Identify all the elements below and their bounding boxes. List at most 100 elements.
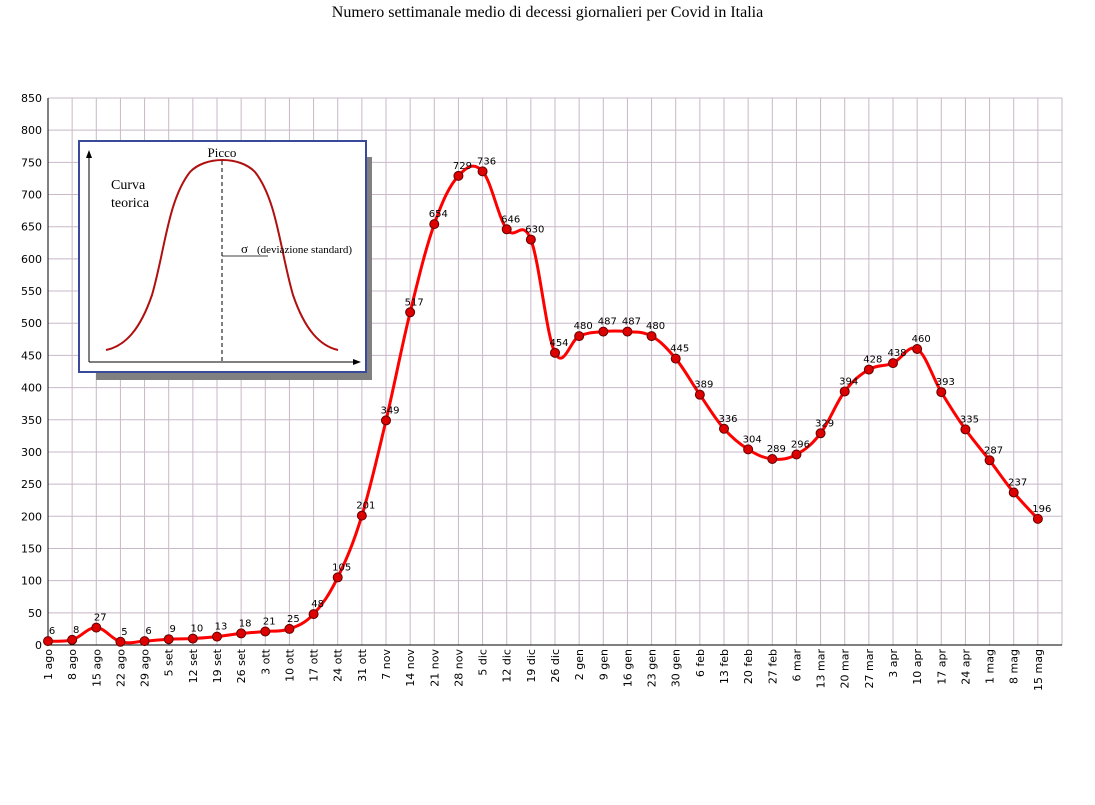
data-label: 9: [170, 624, 176, 635]
y-tick-label: 50: [28, 607, 42, 620]
data-point: [622, 326, 633, 337]
data-label: 6: [145, 626, 151, 637]
data-labels: 6 8 27 5 6 9 10 13 18 21 25 48 105 201 349 517 654 729 736…: [49, 156, 1052, 637]
x-tick-label: 10 ott: [283, 648, 296, 682]
data-label: 48: [311, 599, 324, 610]
x-tick-label: 7 nov: [380, 649, 393, 680]
data-point: [1032, 513, 1043, 524]
data-point: [139, 636, 150, 647]
data-point: [163, 634, 174, 645]
inset-gaussian-curve: [105, 159, 339, 351]
data-point: [694, 389, 705, 400]
y-tick-label: 650: [21, 221, 42, 234]
data-label: 6: [49, 626, 55, 637]
data-label: 445: [670, 344, 689, 355]
data-label: 10: [190, 624, 203, 635]
data-point: [115, 636, 126, 647]
inset-theoretical-curve: Picco Curva teorica σ (deviazione standa…: [78, 140, 372, 380]
x-tick-label: 15 mag: [1032, 649, 1045, 691]
data-label: 480: [646, 321, 665, 332]
inset-x-arrow: [353, 359, 361, 365]
y-tick-label: 350: [21, 414, 42, 427]
x-tick-label: 27 feb: [766, 649, 779, 684]
y-tick-labels: 0 50 100 150 200 250 300 350 400 450 500 550 600 650 7…: [21, 92, 42, 652]
data-point: [888, 358, 898, 369]
data-point: [236, 628, 247, 639]
y-tick-label: 500: [21, 317, 42, 330]
y-tick-label: 400: [21, 382, 42, 395]
data-point: [670, 353, 681, 364]
data-label: 27: [94, 613, 107, 624]
data-point: [960, 424, 971, 435]
data-label: 287: [984, 445, 1003, 456]
x-tick-label: 3 ott: [259, 648, 272, 675]
data-point: [43, 636, 53, 647]
x-tick-label: 6 mar: [790, 649, 803, 682]
data-point: [525, 234, 536, 245]
data-label: 480: [574, 321, 593, 332]
data-point: [815, 428, 826, 439]
x-tick-label: 17 apr: [935, 649, 948, 685]
x-tick-label: 3 apr: [887, 649, 900, 678]
y-tick-label: 150: [21, 542, 42, 555]
data-point: [912, 343, 923, 354]
y-tick-label: 850: [21, 92, 42, 105]
y-tick-label: 750: [21, 156, 42, 169]
data-label: 289: [767, 444, 786, 455]
x-tick-label: 5 set: [163, 648, 176, 676]
x-tick-label: 29 ago: [139, 649, 152, 687]
data-label: 8: [73, 625, 79, 636]
x-tick-label: 14 nov: [404, 649, 417, 687]
x-tick-label: 21 nov: [428, 649, 441, 687]
data-point: [187, 633, 198, 644]
data-point: [984, 455, 995, 466]
data-label: 487: [622, 317, 641, 328]
data-label: 335: [960, 414, 979, 425]
x-tick-label: 1 ago: [42, 649, 55, 680]
data-label: 237: [1008, 477, 1027, 488]
inset-curve-label-line1: Curva: [111, 178, 146, 193]
x-tick-label: 26 set: [235, 648, 248, 683]
data-point: [598, 326, 609, 337]
data-point: [767, 454, 778, 465]
data-point: [405, 307, 416, 318]
x-tick-label: 19 set: [211, 648, 224, 683]
data-point: [91, 622, 102, 633]
data-label: 454: [549, 338, 568, 349]
x-tick-label: 9 gen: [597, 649, 610, 680]
data-label: 393: [936, 377, 955, 388]
data-label: 18: [239, 618, 252, 629]
y-tick-label: 550: [21, 285, 42, 298]
data-label: 729: [453, 161, 472, 172]
data-label: 336: [718, 414, 737, 425]
data-label: 201: [356, 501, 375, 512]
data-point: [332, 572, 343, 583]
x-tick-label: 24 apr: [959, 649, 972, 685]
data-label: 394: [839, 376, 858, 387]
x-tick-label: 12 dic: [501, 649, 514, 683]
data-label: 428: [863, 355, 882, 366]
y-tick-label: 100: [21, 575, 42, 588]
x-tick-label: 20 feb: [742, 649, 755, 684]
data-label: 630: [525, 225, 544, 236]
data-label: 517: [405, 297, 424, 308]
data-label: 438: [887, 348, 906, 359]
data-point: [284, 623, 295, 634]
axes: [47, 98, 1062, 646]
x-tick-label: 31 ott: [356, 648, 369, 682]
y-tick-label: 800: [21, 124, 42, 137]
data-point: [863, 364, 874, 375]
x-tick-labels: 1 ago 8 ago 15 ago 22 ago 29 ago 5 set 12 set 1…: [42, 648, 1045, 691]
data-label: 646: [501, 214, 520, 225]
x-tick-label: 30 gen: [670, 649, 683, 687]
x-tick-label: 6 feb: [694, 649, 707, 677]
y-tick-label: 700: [21, 189, 42, 202]
x-tick-label: 12 set: [187, 648, 200, 683]
x-tick-label: 16 gen: [621, 649, 634, 687]
data-point: [791, 449, 802, 460]
data-label: 25: [287, 614, 300, 625]
x-tick-label: 19 dic: [525, 649, 538, 683]
data-label: 736: [477, 156, 496, 167]
chart-title: Numero settimanale medio di decessi gior…: [331, 4, 764, 21]
